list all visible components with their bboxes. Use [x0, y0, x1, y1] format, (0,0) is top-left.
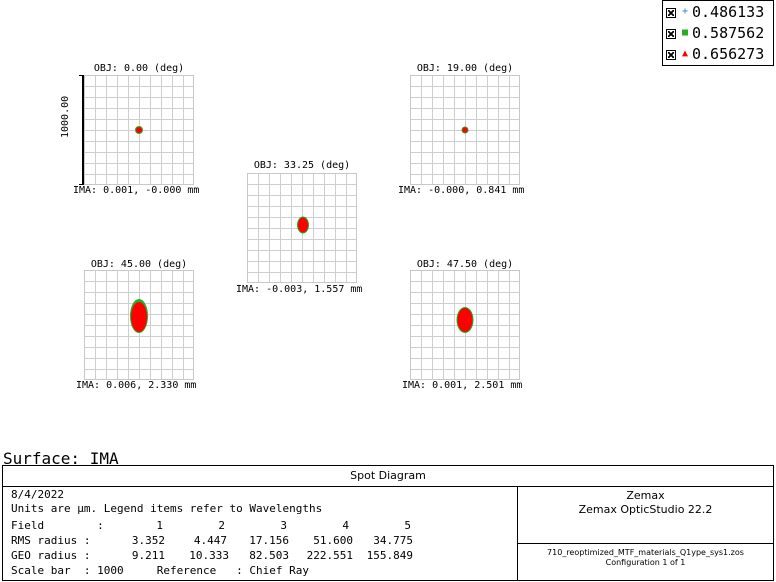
- panel-ima-field-3: IMA: -0.003, 1.557 mm: [236, 284, 363, 295]
- rms-value: 4.447: [193, 534, 227, 547]
- geo-value: 10.333: [189, 549, 229, 562]
- panel-ima-field-4: IMA: 0.006, 2.330 mm: [76, 380, 197, 391]
- panel-ima-field-2: IMA: -0.000, 0.841 mm: [398, 185, 525, 196]
- geo-value: 222.551: [306, 549, 353, 562]
- info-left-panel: 8/4/2022 Units are µm. Legend items refe…: [3, 486, 518, 580]
- legend-item-wavelength-3: ▲ 0.656273: [663, 45, 775, 65]
- info-file: 710_reoptimized_MTF_materials_Q1ype_sys1…: [518, 544, 773, 580]
- info-filename: 710_reoptimized_MTF_materials_Q1ype_sys1…: [547, 548, 744, 557]
- legend-checkbox-icon[interactable]: [666, 50, 676, 60]
- info-configuration: Configuration 1 of 1: [605, 558, 686, 567]
- geo-value: 82.503: [249, 549, 289, 562]
- rms-value: 34.775: [373, 534, 413, 547]
- info-units-line: Units are µm. Legend items refer to Wave…: [11, 502, 323, 515]
- field-number: 1: [156, 519, 163, 532]
- panel-ima-field-5: IMA: 0.001, 2.501 mm: [402, 380, 523, 391]
- panel-title-field-2: OBJ: 19.00 (deg): [416, 63, 514, 74]
- legend-wavelength-value: 0.587562: [692, 24, 765, 42]
- surface-label: Surface: IMA: [3, 449, 119, 468]
- spot-grid-field-3: [247, 173, 357, 283]
- info-box: Spot Diagram 8/4/2022 Units are µm. Lege…: [2, 465, 774, 581]
- field-number: 4: [342, 519, 349, 532]
- panel-ima-field-1: IMA: 0.001, -0.000 mm: [73, 185, 200, 196]
- field-row-label: Field :: [11, 519, 104, 532]
- field-number: 5: [404, 519, 411, 532]
- spot-grid-field-2: [410, 75, 520, 185]
- legend-wavelength-value: 0.486133: [692, 3, 765, 21]
- rms-value: 3.352: [131, 534, 165, 547]
- info-title: Spot Diagram: [3, 466, 773, 487]
- panel-title-field-1: OBJ: 0.00 (deg): [93, 63, 185, 74]
- square-marker-icon: ■: [681, 27, 689, 38]
- spot-field-4: [130, 299, 148, 333]
- geo-value: 155.849: [366, 549, 413, 562]
- spot-field-5: [456, 307, 474, 333]
- geo-value: 9.211: [131, 549, 165, 562]
- legend-item-wavelength-2: ■ 0.587562: [663, 24, 775, 44]
- panel-title-field-4: OBJ: 45.00 (deg): [90, 259, 188, 270]
- info-product: Zemax OpticStudio 22.2: [578, 503, 713, 516]
- scale-bar: [79, 75, 87, 185]
- wavelength-legend: + 0.486133 ■ 0.587562 ▲ 0.656273: [662, 0, 774, 66]
- geo-row-label: GEO radius :: [11, 549, 91, 562]
- rms-row-label: RMS radius :: [11, 534, 91, 547]
- legend-wavelength-value: 0.656273: [692, 45, 765, 63]
- legend-item-wavelength-1: + 0.486133: [663, 3, 775, 23]
- scale-bar-label: 1000.00: [60, 95, 71, 138]
- legend-checkbox-icon[interactable]: [666, 29, 676, 39]
- spot-field-1: [135, 126, 143, 134]
- legend-checkbox-icon[interactable]: [666, 8, 676, 18]
- plus-marker-icon: +: [681, 6, 689, 17]
- spot-field-2: [461, 126, 469, 134]
- info-company: Zemax: [626, 489, 665, 502]
- info-software: Zemax Zemax OpticStudio 22.2: [518, 486, 773, 544]
- triangle-marker-icon: ▲: [681, 48, 689, 59]
- panel-title-field-3: OBJ: 33.25 (deg): [253, 160, 351, 171]
- info-date: 8/4/2022: [11, 488, 64, 501]
- panel-title-field-5: OBJ: 47.50 (deg): [416, 259, 514, 270]
- spot-field-3: [297, 216, 309, 234]
- spot-grid-field-5: [410, 270, 520, 380]
- rms-value: 51.600: [313, 534, 353, 547]
- field-number: 3: [280, 519, 287, 532]
- rms-value: 17.156: [249, 534, 289, 547]
- field-number: 2: [218, 519, 225, 532]
- spot-grid-field-4: [84, 270, 194, 380]
- spot-grid-field-1: [84, 75, 194, 185]
- scale-reference-line: Scale bar : 1000 Reference : Chief Ray: [11, 564, 310, 577]
